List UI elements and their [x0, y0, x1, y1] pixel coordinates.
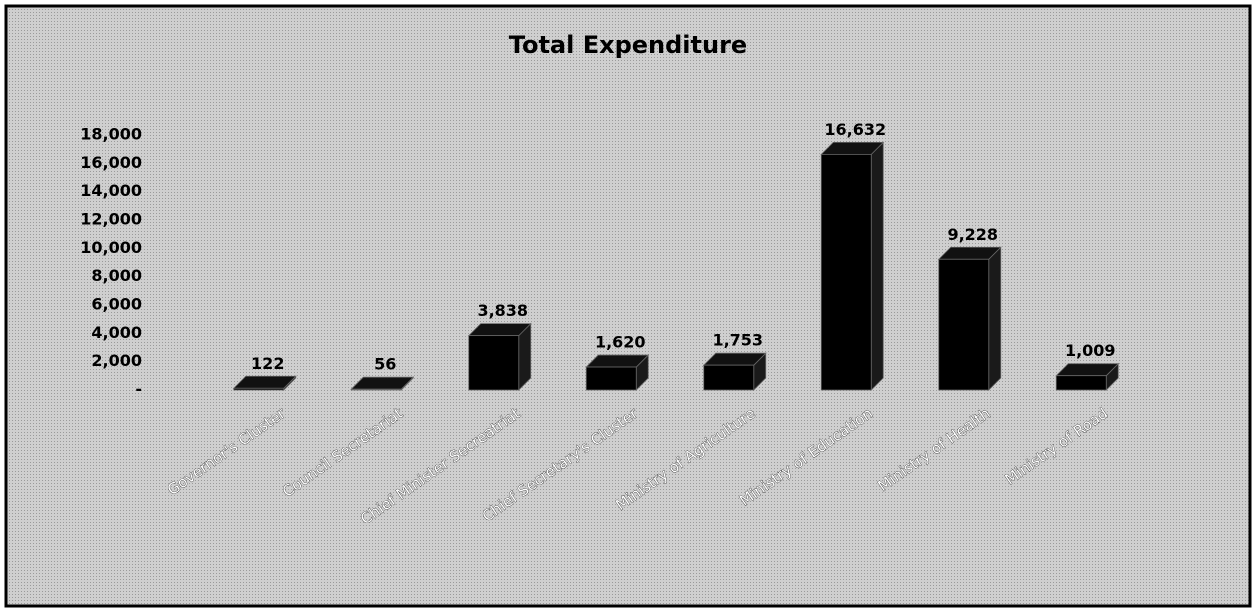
value-label: 9,228 — [947, 225, 998, 244]
bar — [350, 388, 402, 391]
value-label: 1,620 — [595, 333, 646, 352]
bar — [233, 387, 285, 391]
y-tick-label: 16,000 — [80, 153, 142, 172]
bar — [1055, 375, 1107, 391]
y-tick-label: 10,000 — [80, 238, 142, 257]
bar-side — [988, 246, 1002, 391]
bar-side — [870, 141, 884, 391]
y-tick-label: 2,000 — [91, 351, 142, 370]
bar — [468, 335, 520, 391]
y-tick-label: 14,000 — [80, 181, 142, 200]
value-label: 16,632 — [824, 120, 886, 139]
y-tick-label: 8,000 — [91, 266, 142, 285]
y-tick-label: 4,000 — [91, 323, 142, 342]
y-tick-label: 18,000 — [80, 125, 142, 144]
chart-title: Total Expenditure — [509, 31, 747, 59]
chart-background — [4, 4, 1252, 608]
value-label: 56 — [374, 355, 396, 374]
bar — [938, 258, 990, 391]
value-label: 1,753 — [712, 331, 763, 350]
bar — [820, 153, 872, 391]
value-label: 3,838 — [477, 301, 528, 320]
bar — [585, 366, 637, 391]
value-label: 122 — [251, 354, 284, 373]
bar — [703, 364, 755, 391]
y-tick-label: 12,000 — [80, 210, 142, 229]
y-tick-label: - — [135, 380, 142, 399]
y-tick-label: 6,000 — [91, 295, 142, 314]
value-label: 1,009 — [1065, 341, 1116, 360]
